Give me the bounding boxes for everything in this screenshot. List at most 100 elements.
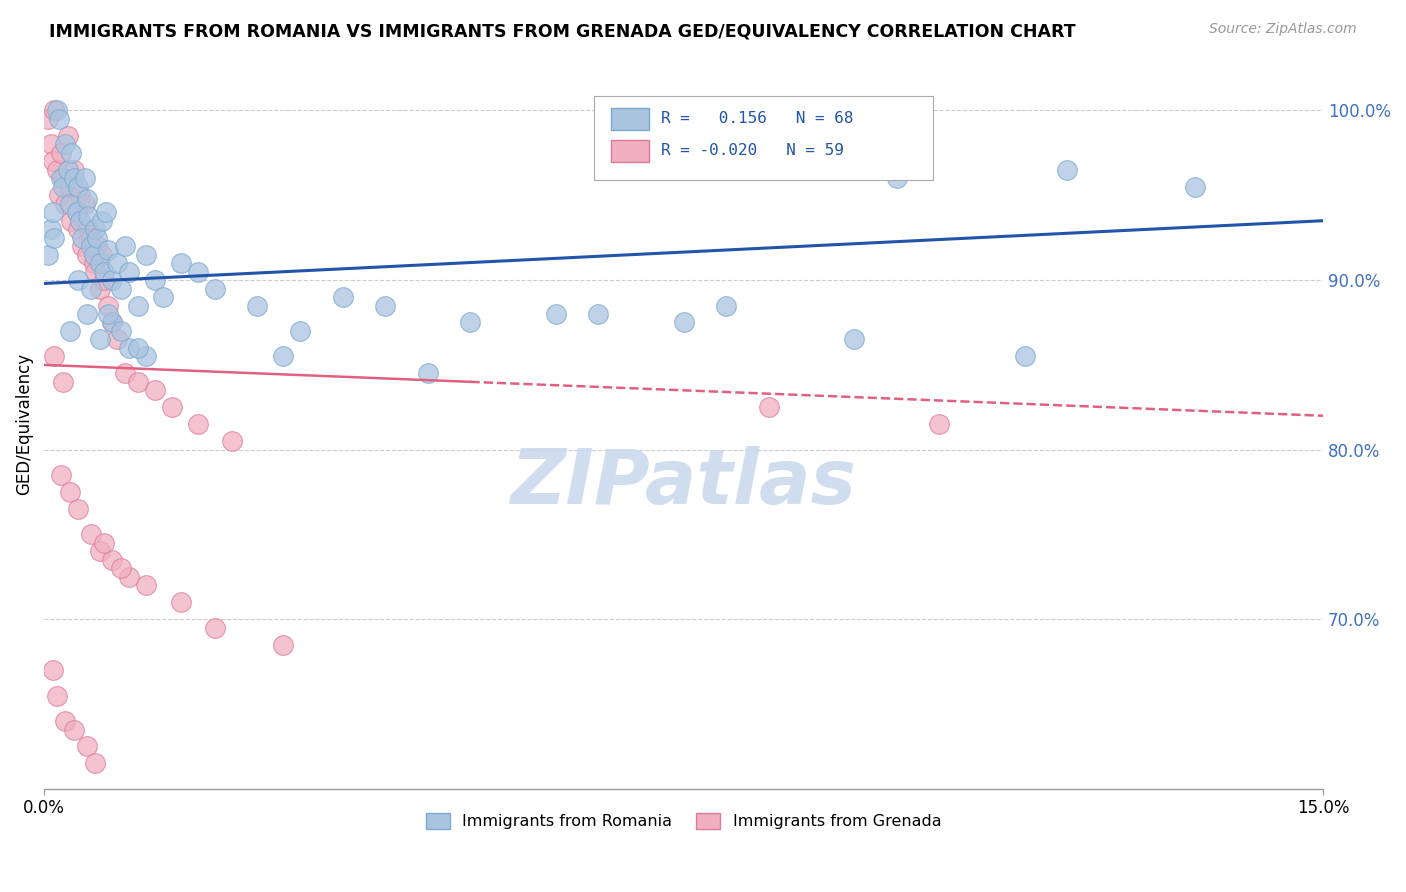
Point	[39, 137, 62, 152]
Point	[76, 247, 98, 261]
Point	[114, 367, 136, 381]
Point	[63, 162, 86, 177]
Point	[416, 367, 439, 381]
Point	[93, 536, 115, 550]
Point	[127, 375, 149, 389]
Point	[39, 222, 62, 236]
Point	[758, 401, 780, 415]
Point	[152, 290, 174, 304]
Point	[118, 570, 141, 584]
Point	[91, 247, 114, 261]
FancyBboxPatch shape	[610, 140, 650, 161]
Point	[271, 638, 294, 652]
Point	[80, 230, 103, 244]
Text: Source: ZipAtlas.com: Source: ZipAtlas.com	[1209, 22, 1357, 37]
Point	[101, 273, 124, 287]
Point	[84, 264, 107, 278]
Point	[44, 230, 66, 244]
Point	[886, 171, 908, 186]
Point	[80, 527, 103, 541]
Point	[51, 145, 73, 160]
Point	[1014, 350, 1036, 364]
Point	[37, 112, 59, 126]
Point	[246, 299, 269, 313]
Point	[187, 417, 209, 432]
Point	[101, 316, 124, 330]
Point	[60, 145, 83, 160]
Point	[65, 205, 87, 219]
Point	[204, 281, 226, 295]
Point	[44, 103, 66, 118]
Point	[460, 316, 482, 330]
Point	[91, 213, 114, 227]
Point	[332, 290, 354, 304]
Point	[52, 171, 75, 186]
Point	[110, 561, 132, 575]
Point	[52, 375, 75, 389]
Point	[45, 689, 67, 703]
Point	[89, 544, 111, 558]
Point	[56, 128, 79, 143]
Point	[63, 723, 86, 737]
Point	[86, 230, 108, 244]
Point	[83, 256, 105, 270]
Point	[67, 502, 90, 516]
Point	[101, 316, 124, 330]
Point	[1184, 179, 1206, 194]
Point	[76, 307, 98, 321]
Point	[48, 112, 70, 126]
Point	[73, 171, 96, 186]
Point	[51, 171, 73, 186]
Point	[63, 171, 86, 186]
Point	[67, 273, 90, 287]
Point	[169, 595, 191, 609]
Point	[59, 196, 82, 211]
Point	[135, 247, 157, 261]
Point	[89, 333, 111, 347]
Point	[160, 401, 183, 415]
Point	[105, 333, 128, 347]
Point	[59, 485, 82, 500]
Point	[672, 316, 695, 330]
Point	[127, 341, 149, 355]
Point	[67, 179, 90, 194]
Point	[48, 188, 70, 202]
Point	[135, 350, 157, 364]
Point	[271, 350, 294, 364]
Point	[59, 179, 82, 194]
Point	[143, 273, 166, 287]
Point	[221, 434, 243, 449]
Text: R =   0.156   N = 68: R = 0.156 N = 68	[661, 112, 853, 126]
Point	[169, 256, 191, 270]
Point	[93, 273, 115, 287]
Point	[45, 162, 67, 177]
Point	[89, 281, 111, 295]
Text: R = -0.020   N = 59: R = -0.020 N = 59	[661, 143, 844, 158]
Point	[105, 256, 128, 270]
Point	[101, 553, 124, 567]
Point	[56, 162, 79, 177]
Point	[110, 324, 132, 338]
Point	[374, 299, 396, 313]
Point	[41, 663, 63, 677]
Point	[588, 307, 610, 321]
Point	[86, 239, 108, 253]
Point	[51, 468, 73, 483]
Point	[65, 205, 87, 219]
Point	[928, 417, 950, 432]
Point	[76, 739, 98, 754]
Point	[72, 230, 94, 244]
Point	[97, 299, 120, 313]
Point	[187, 264, 209, 278]
Point	[118, 341, 141, 355]
FancyBboxPatch shape	[610, 109, 650, 130]
Point	[716, 299, 738, 313]
Point	[288, 324, 311, 338]
FancyBboxPatch shape	[595, 96, 934, 180]
Point	[110, 281, 132, 295]
Point	[55, 714, 77, 728]
Point	[37, 247, 59, 261]
Point	[97, 243, 120, 257]
Point	[55, 196, 77, 211]
Point	[114, 239, 136, 253]
